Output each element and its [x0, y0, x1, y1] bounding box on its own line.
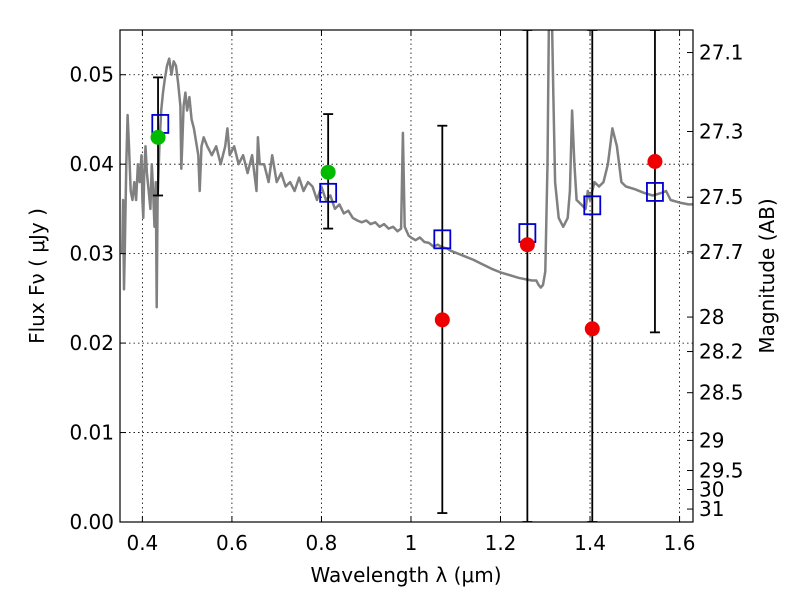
model-photometry-square — [646, 182, 664, 202]
model-photometry-square — [433, 229, 452, 250]
magnitude-tick-label: 31 — [699, 497, 724, 521]
nondetection-point — [647, 153, 663, 169]
y-tick-label: 0.03 — [69, 242, 114, 266]
y-tick-label: 0.05 — [69, 63, 114, 87]
magnitude-tick-label: 27.1 — [699, 41, 744, 65]
x-tick-label: 1.4 — [574, 531, 606, 555]
x-tick-label: 1 — [405, 531, 418, 555]
tick-labels: 0.4 0.6 0.8 1 1.2 1.4 1.6 0.00 0.01 0.02 0.03 0.04 0… — [69, 41, 743, 555]
nondetection-point — [434, 312, 450, 328]
sed-spectrum-line — [120, 30, 693, 309]
x-tick-label: 0.6 — [216, 531, 248, 555]
y-tick-label: 0.00 — [69, 510, 114, 534]
magnitude-tick-label: 27.7 — [699, 240, 744, 264]
x-tick-label: 0.4 — [126, 531, 158, 555]
y-tick-label: 0.01 — [69, 421, 114, 445]
grid-lines — [120, 30, 693, 523]
magnitude-tick-label: 30 — [699, 478, 724, 502]
axis-ticks — [120, 30, 693, 523]
magnitude-tick-label: 28.2 — [699, 340, 744, 364]
plot-frame — [119, 29, 694, 523]
nondetection-point — [519, 237, 535, 253]
y-tick-label: 0.02 — [69, 331, 114, 355]
model-photometry-square — [319, 182, 338, 203]
model-photometry-square — [583, 195, 602, 216]
x-tick-label: 1.2 — [485, 531, 517, 555]
magnitude-tick-label: 29.5 — [699, 459, 744, 483]
detection-point — [320, 164, 336, 180]
magnitude-tick-label: 27.3 — [699, 120, 744, 144]
x-tick-label: 0.8 — [306, 531, 338, 555]
x-axis-label: Wavelength λ (μm) — [310, 563, 501, 587]
magnitude-tick-label: 28.5 — [699, 381, 744, 405]
magnitude-tick-label: 29 — [699, 428, 724, 452]
magnitude-tick-label: 28 — [699, 305, 724, 329]
x-tick-label: 1.6 — [664, 531, 696, 555]
detection-point — [150, 129, 166, 145]
y-tick-label: 0.04 — [69, 152, 114, 176]
nondetection-point — [584, 321, 600, 337]
y-axis-label: Flux Fν ( μJy ) — [25, 208, 49, 344]
right-axis-label: Magnitude (AB) — [755, 198, 779, 353]
magnitude-tick-label: 27.5 — [699, 185, 744, 209]
plot-area — [120, 30, 693, 522]
